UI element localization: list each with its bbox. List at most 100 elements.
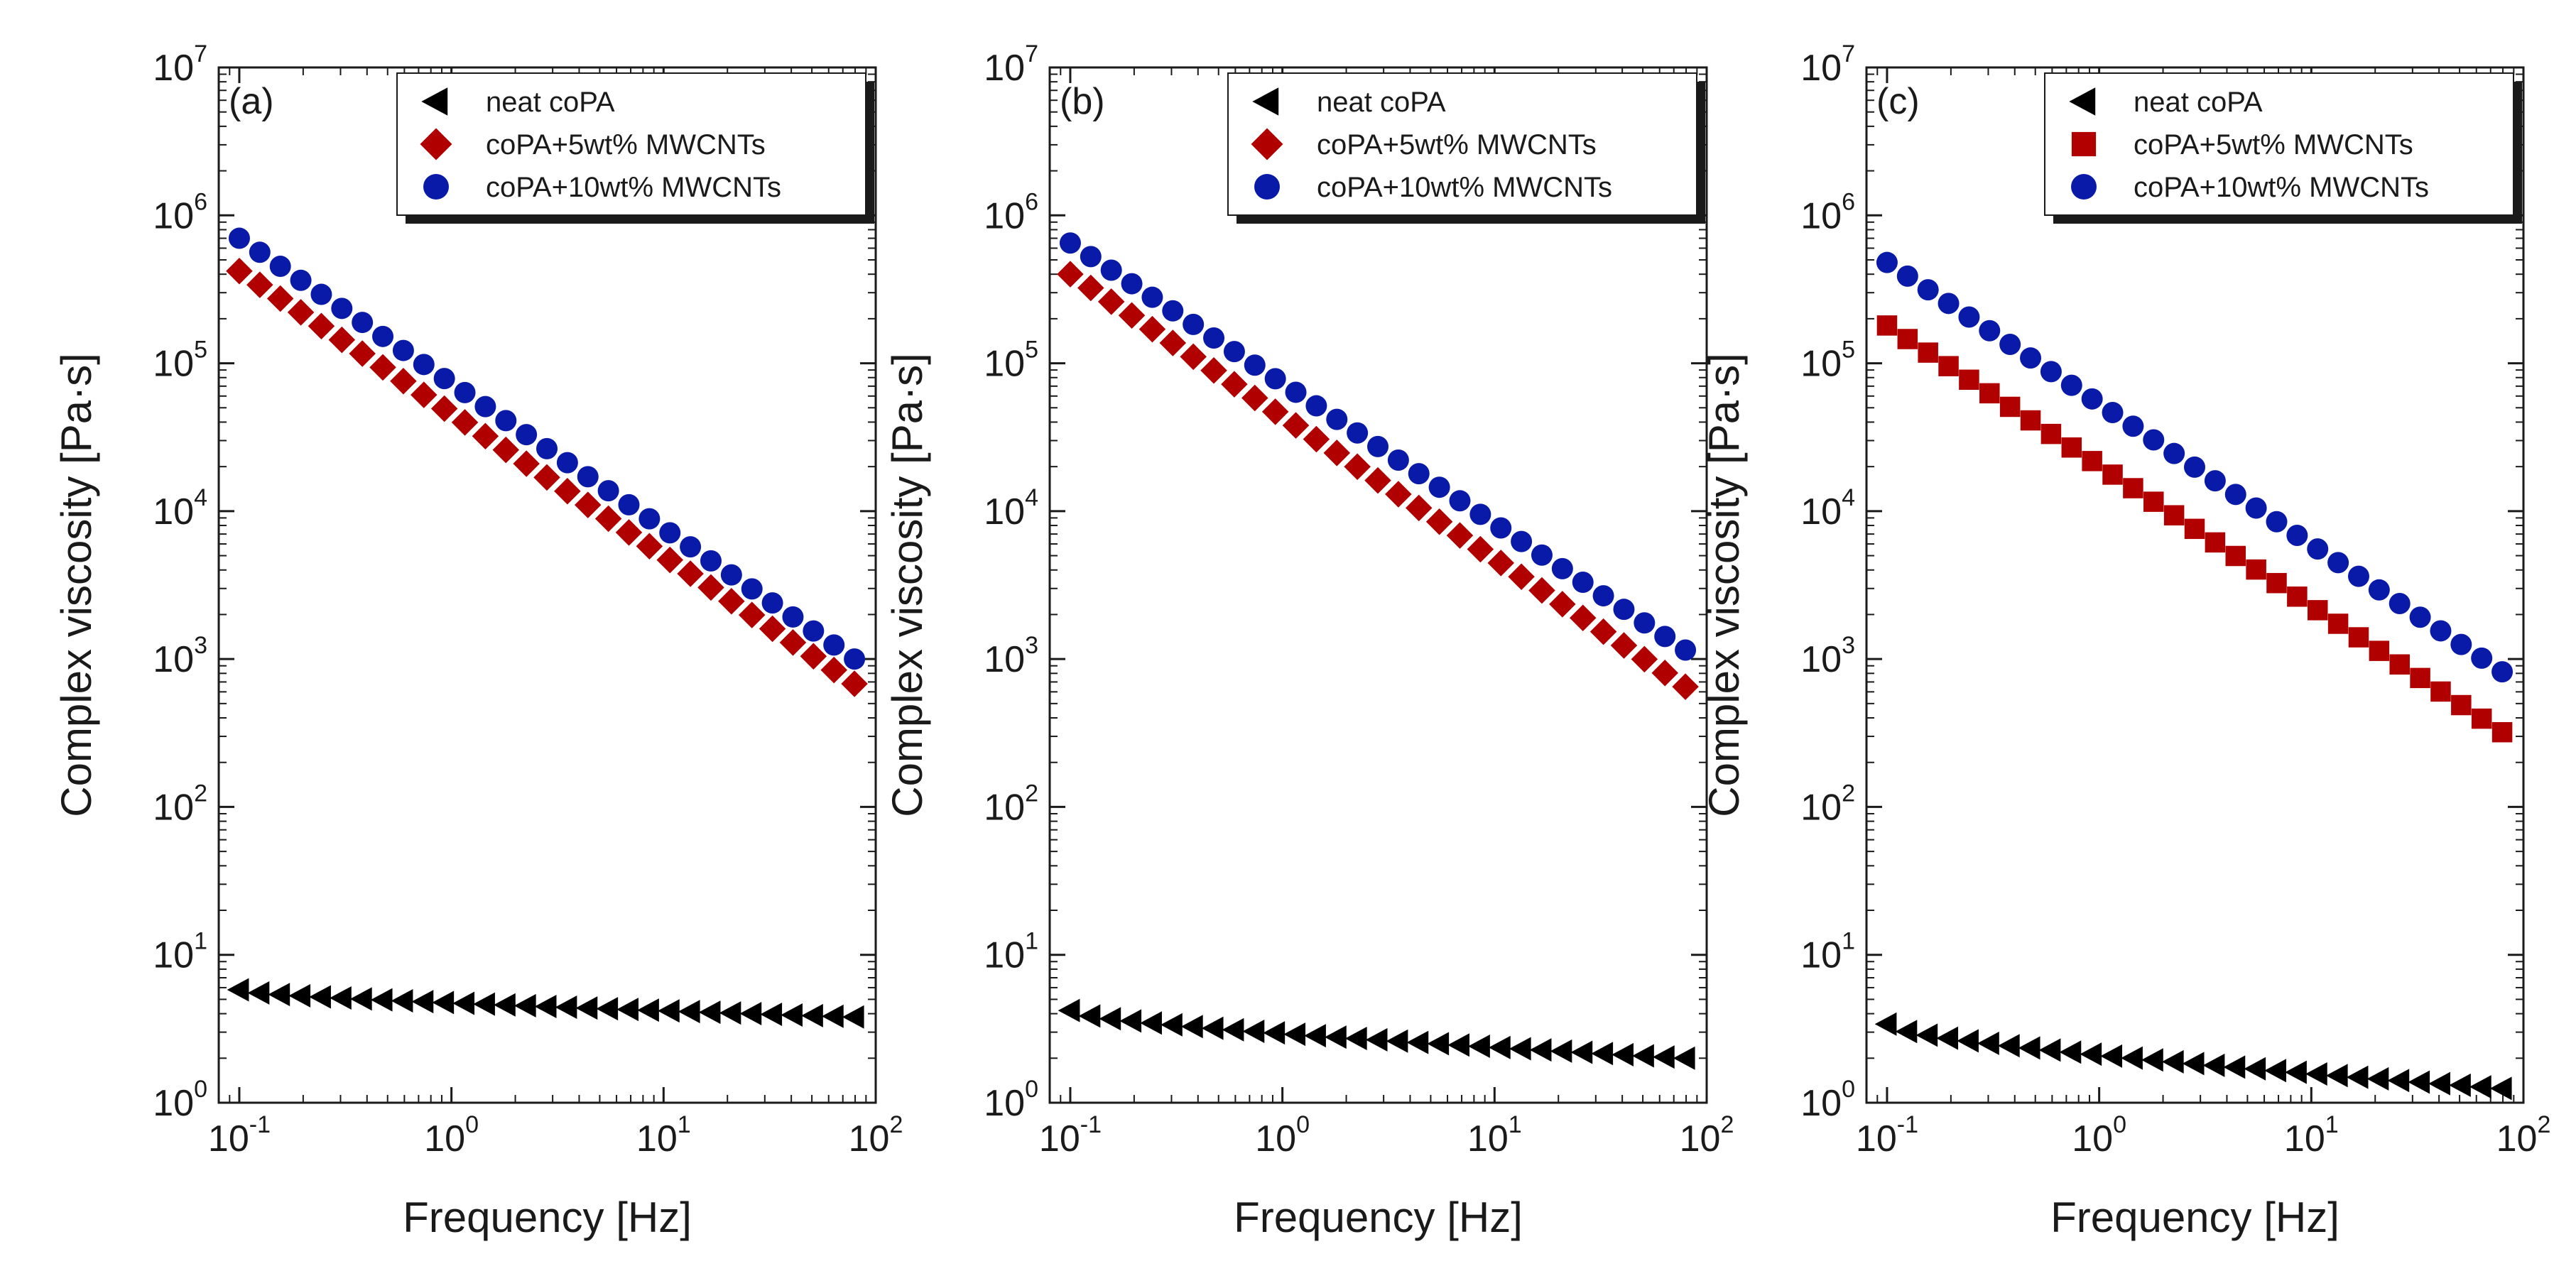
data-point — [820, 656, 847, 684]
y-tick-label: 104 — [984, 484, 1038, 533]
data-point — [2387, 1069, 2410, 1093]
data-point — [1408, 463, 1430, 485]
data-point — [1915, 1023, 1938, 1047]
y-tick-label: 102 — [1800, 780, 1855, 828]
y-tick-label: 106 — [1800, 188, 1855, 236]
legend-marker — [2071, 131, 2097, 157]
data-point — [1387, 449, 1409, 471]
data-point — [2348, 627, 2369, 648]
data-point — [533, 464, 560, 491]
data-point — [1242, 1019, 1265, 1043]
data-point — [1592, 585, 1614, 607]
x-tick-label: 102 — [849, 1111, 903, 1160]
data-point — [473, 992, 495, 1016]
data-point — [657, 999, 680, 1023]
data-point — [2307, 600, 2328, 621]
panel-label: (a) — [229, 81, 274, 122]
y-tick-label: 101 — [153, 928, 207, 976]
data-point — [2408, 1070, 2430, 1094]
legend-box — [2044, 72, 2514, 216]
data-point — [1099, 1007, 1121, 1031]
data-point — [1406, 494, 1433, 522]
data-point — [1569, 604, 1597, 632]
data-point — [1979, 383, 2000, 404]
data-point — [2491, 661, 2513, 683]
legend-box — [396, 72, 866, 216]
data-point — [823, 634, 845, 656]
y-tick-label: 105 — [984, 337, 1038, 385]
data-point — [2059, 1040, 2082, 1064]
legend: neat coPA coPA+5wt% MWCNTs coPA+10wt% MWCN… — [2044, 72, 2522, 224]
data-point — [472, 422, 499, 450]
data-point — [411, 990, 434, 1014]
data-point — [1221, 371, 1248, 398]
data-point — [1323, 440, 1351, 467]
data-point — [2163, 442, 2185, 464]
data-point — [2182, 1052, 2205, 1076]
data-point — [2224, 484, 2246, 506]
data-point — [1654, 626, 1676, 648]
y-tick-label: 102 — [153, 780, 207, 828]
data-point — [801, 1003, 823, 1027]
data-point — [781, 1003, 803, 1027]
data-point — [1529, 1038, 1552, 1062]
data-point — [349, 987, 372, 1011]
data-point — [330, 986, 352, 1010]
x-tick-label: 101 — [1467, 1111, 1522, 1160]
data-point — [1652, 1045, 1675, 1069]
legend: neat coPA coPA+5wt% MWCNTs coPA+10wt% MWCN… — [396, 72, 874, 224]
data-point — [1917, 279, 1939, 301]
x-axis-title: Frequency [Hz] — [1234, 1194, 1523, 1241]
data-point — [779, 629, 807, 656]
data-point — [1058, 998, 1080, 1022]
data-point — [227, 978, 249, 1002]
data-point — [842, 1005, 864, 1029]
data-point — [1367, 435, 1389, 457]
data-point — [803, 620, 825, 642]
data-point — [331, 298, 353, 320]
data-point — [2346, 1065, 2369, 1089]
data-point — [1528, 577, 1555, 604]
data-point — [1325, 1025, 1347, 1049]
data-point — [246, 271, 273, 298]
data-point — [413, 354, 435, 376]
data-point — [2102, 464, 2123, 485]
data-point — [349, 340, 376, 367]
data-point — [495, 410, 517, 432]
y-tick-label: 100 — [1800, 1076, 1855, 1124]
data-point — [2327, 552, 2349, 574]
data-point — [698, 1000, 721, 1025]
legend-box — [1227, 72, 1697, 216]
data-point — [1589, 618, 1617, 645]
data-point — [718, 588, 745, 615]
data-point — [534, 994, 557, 1018]
data-point — [2469, 1075, 2491, 1099]
data-point — [2471, 708, 2492, 729]
data-point — [2100, 1044, 2123, 1068]
data-point — [659, 522, 681, 544]
legend-marker — [420, 128, 452, 160]
data-point — [2388, 593, 2411, 615]
data-point — [2082, 451, 2102, 471]
data-point — [2428, 1071, 2450, 1096]
data-point — [1365, 1027, 1388, 1052]
data-point — [1428, 476, 1450, 498]
series-2 — [1876, 315, 2513, 743]
data-point — [618, 493, 640, 516]
data-point — [1511, 530, 1533, 552]
data-point — [2369, 640, 2390, 661]
panel-label: (b) — [1060, 81, 1105, 122]
x-tick-label: 10-1 — [1039, 1111, 1102, 1160]
data-point — [1078, 1004, 1101, 1028]
data-point — [2020, 410, 2041, 431]
data-point — [1509, 1037, 1531, 1061]
data-point — [1222, 1018, 1244, 1042]
series-1 — [1058, 998, 1695, 1070]
data-point — [1979, 320, 2001, 342]
panel-label: (c) — [1876, 81, 1920, 122]
x-tick-label: 100 — [1255, 1111, 1310, 1160]
series-3 — [1876, 251, 2513, 683]
data-point — [287, 299, 315, 326]
data-point — [680, 536, 702, 558]
